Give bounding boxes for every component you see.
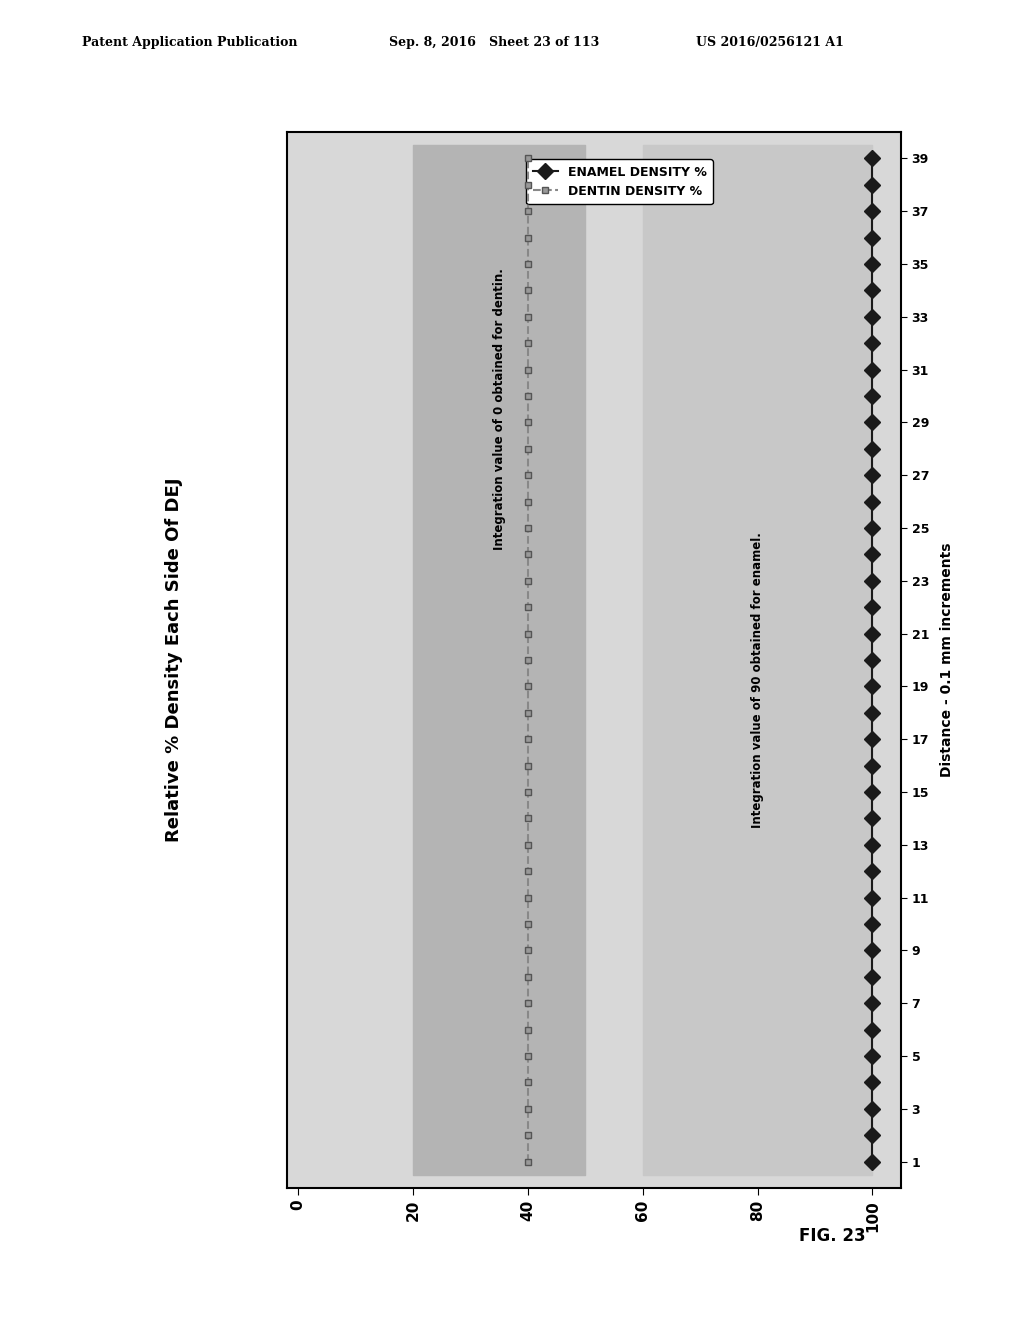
Y-axis label: Distance - 0.1 mm increments: Distance - 0.1 mm increments [940,543,954,777]
DENTIN DENSITY % [522,678,535,694]
DENTIN DENSITY % [522,969,535,985]
ENAMEL DENSITY % [866,309,879,325]
DENTIN DENSITY % [522,810,535,826]
DENTIN DENSITY % [522,705,535,721]
DENTIN DENSITY % [522,863,535,879]
DENTIN DENSITY % [522,784,535,800]
DENTIN DENSITY % [522,494,535,510]
ENAMEL DENSITY % [866,652,879,668]
ENAMEL DENSITY % [866,863,879,879]
DENTIN DENSITY % [522,573,535,589]
DENTIN DENSITY % [522,1074,535,1090]
DENTIN DENSITY % [522,309,535,325]
ENAMEL DENSITY % [866,441,879,457]
ENAMEL DENSITY % [866,1127,879,1143]
ENAMEL DENSITY % [866,678,879,694]
DENTIN DENSITY % [522,467,535,483]
ENAMEL DENSITY % [866,388,879,404]
DENTIN DENSITY % [522,1022,535,1038]
ENAMEL DENSITY % [866,705,879,721]
ENAMEL DENSITY % [866,969,879,985]
DENTIN DENSITY % [522,942,535,958]
Text: US 2016/0256121 A1: US 2016/0256121 A1 [696,36,844,49]
ENAMEL DENSITY % [866,890,879,906]
DENTIN DENSITY % [522,177,535,193]
ENAMEL DENSITY % [866,1154,879,1170]
ENAMEL DENSITY % [866,335,879,351]
ENAMEL DENSITY % [866,1074,879,1090]
ENAMEL DENSITY % [866,1022,879,1038]
ENAMEL DENSITY % [866,810,879,826]
Line: DENTIN DENSITY %: DENTIN DENSITY % [524,154,531,1166]
DENTIN DENSITY % [522,150,535,166]
DENTIN DENSITY % [522,230,535,246]
DENTIN DENSITY % [522,414,535,430]
ENAMEL DENSITY % [866,230,879,246]
DENTIN DENSITY % [522,362,535,378]
ENAMEL DENSITY % [866,1101,879,1117]
Text: FIG. 23: FIG. 23 [799,1226,865,1245]
DENTIN DENSITY % [522,995,535,1011]
Line: ENAMEL DENSITY %: ENAMEL DENSITY % [867,153,878,1167]
ENAMEL DENSITY % [866,282,879,298]
ENAMEL DENSITY % [866,573,879,589]
ENAMEL DENSITY % [866,546,879,562]
ENAMEL DENSITY % [866,177,879,193]
DENTIN DENSITY % [522,335,535,351]
ENAMEL DENSITY % [866,520,879,536]
ENAMEL DENSITY % [866,995,879,1011]
ENAMEL DENSITY % [866,1048,879,1064]
Text: Patent Application Publication: Patent Application Publication [82,36,297,49]
Text: Integration value of 0 obtained for dentin.: Integration value of 0 obtained for dent… [493,268,506,549]
ENAMEL DENSITY % [866,758,879,774]
ENAMEL DENSITY % [866,599,879,615]
DENTIN DENSITY % [522,546,535,562]
DENTIN DENSITY % [522,890,535,906]
DENTIN DENSITY % [522,1127,535,1143]
ENAMEL DENSITY % [866,837,879,853]
DENTIN DENSITY % [522,731,535,747]
DENTIN DENSITY % [522,652,535,668]
DENTIN DENSITY % [522,1154,535,1170]
DENTIN DENSITY % [522,599,535,615]
ENAMEL DENSITY % [866,414,879,430]
ENAMEL DENSITY % [866,626,879,642]
DENTIN DENSITY % [522,758,535,774]
ENAMEL DENSITY % [866,942,879,958]
ENAMEL DENSITY % [866,731,879,747]
ENAMEL DENSITY % [866,916,879,932]
DENTIN DENSITY % [522,626,535,642]
DENTIN DENSITY % [522,1048,535,1064]
DENTIN DENSITY % [522,1101,535,1117]
DENTIN DENSITY % [522,916,535,932]
DENTIN DENSITY % [522,282,535,298]
Text: Integration value of 90 obtained for enamel.: Integration value of 90 obtained for ena… [751,532,764,828]
ENAMEL DENSITY % [866,256,879,272]
DENTIN DENSITY % [522,388,535,404]
Text: Sep. 8, 2016   Sheet 23 of 113: Sep. 8, 2016 Sheet 23 of 113 [389,36,599,49]
Legend: ENAMEL DENSITY %, DENTIN DENSITY %: ENAMEL DENSITY %, DENTIN DENSITY % [526,160,713,205]
ENAMEL DENSITY % [866,150,879,166]
Text: Relative % Density Each Side Of DEJ: Relative % Density Each Side Of DEJ [165,478,183,842]
DENTIN DENSITY % [522,203,535,219]
ENAMEL DENSITY % [866,203,879,219]
ENAMEL DENSITY % [866,494,879,510]
DENTIN DENSITY % [522,520,535,536]
DENTIN DENSITY % [522,256,535,272]
ENAMEL DENSITY % [866,467,879,483]
ENAMEL DENSITY % [866,362,879,378]
DENTIN DENSITY % [522,837,535,853]
ENAMEL DENSITY % [866,784,879,800]
DENTIN DENSITY % [522,441,535,457]
